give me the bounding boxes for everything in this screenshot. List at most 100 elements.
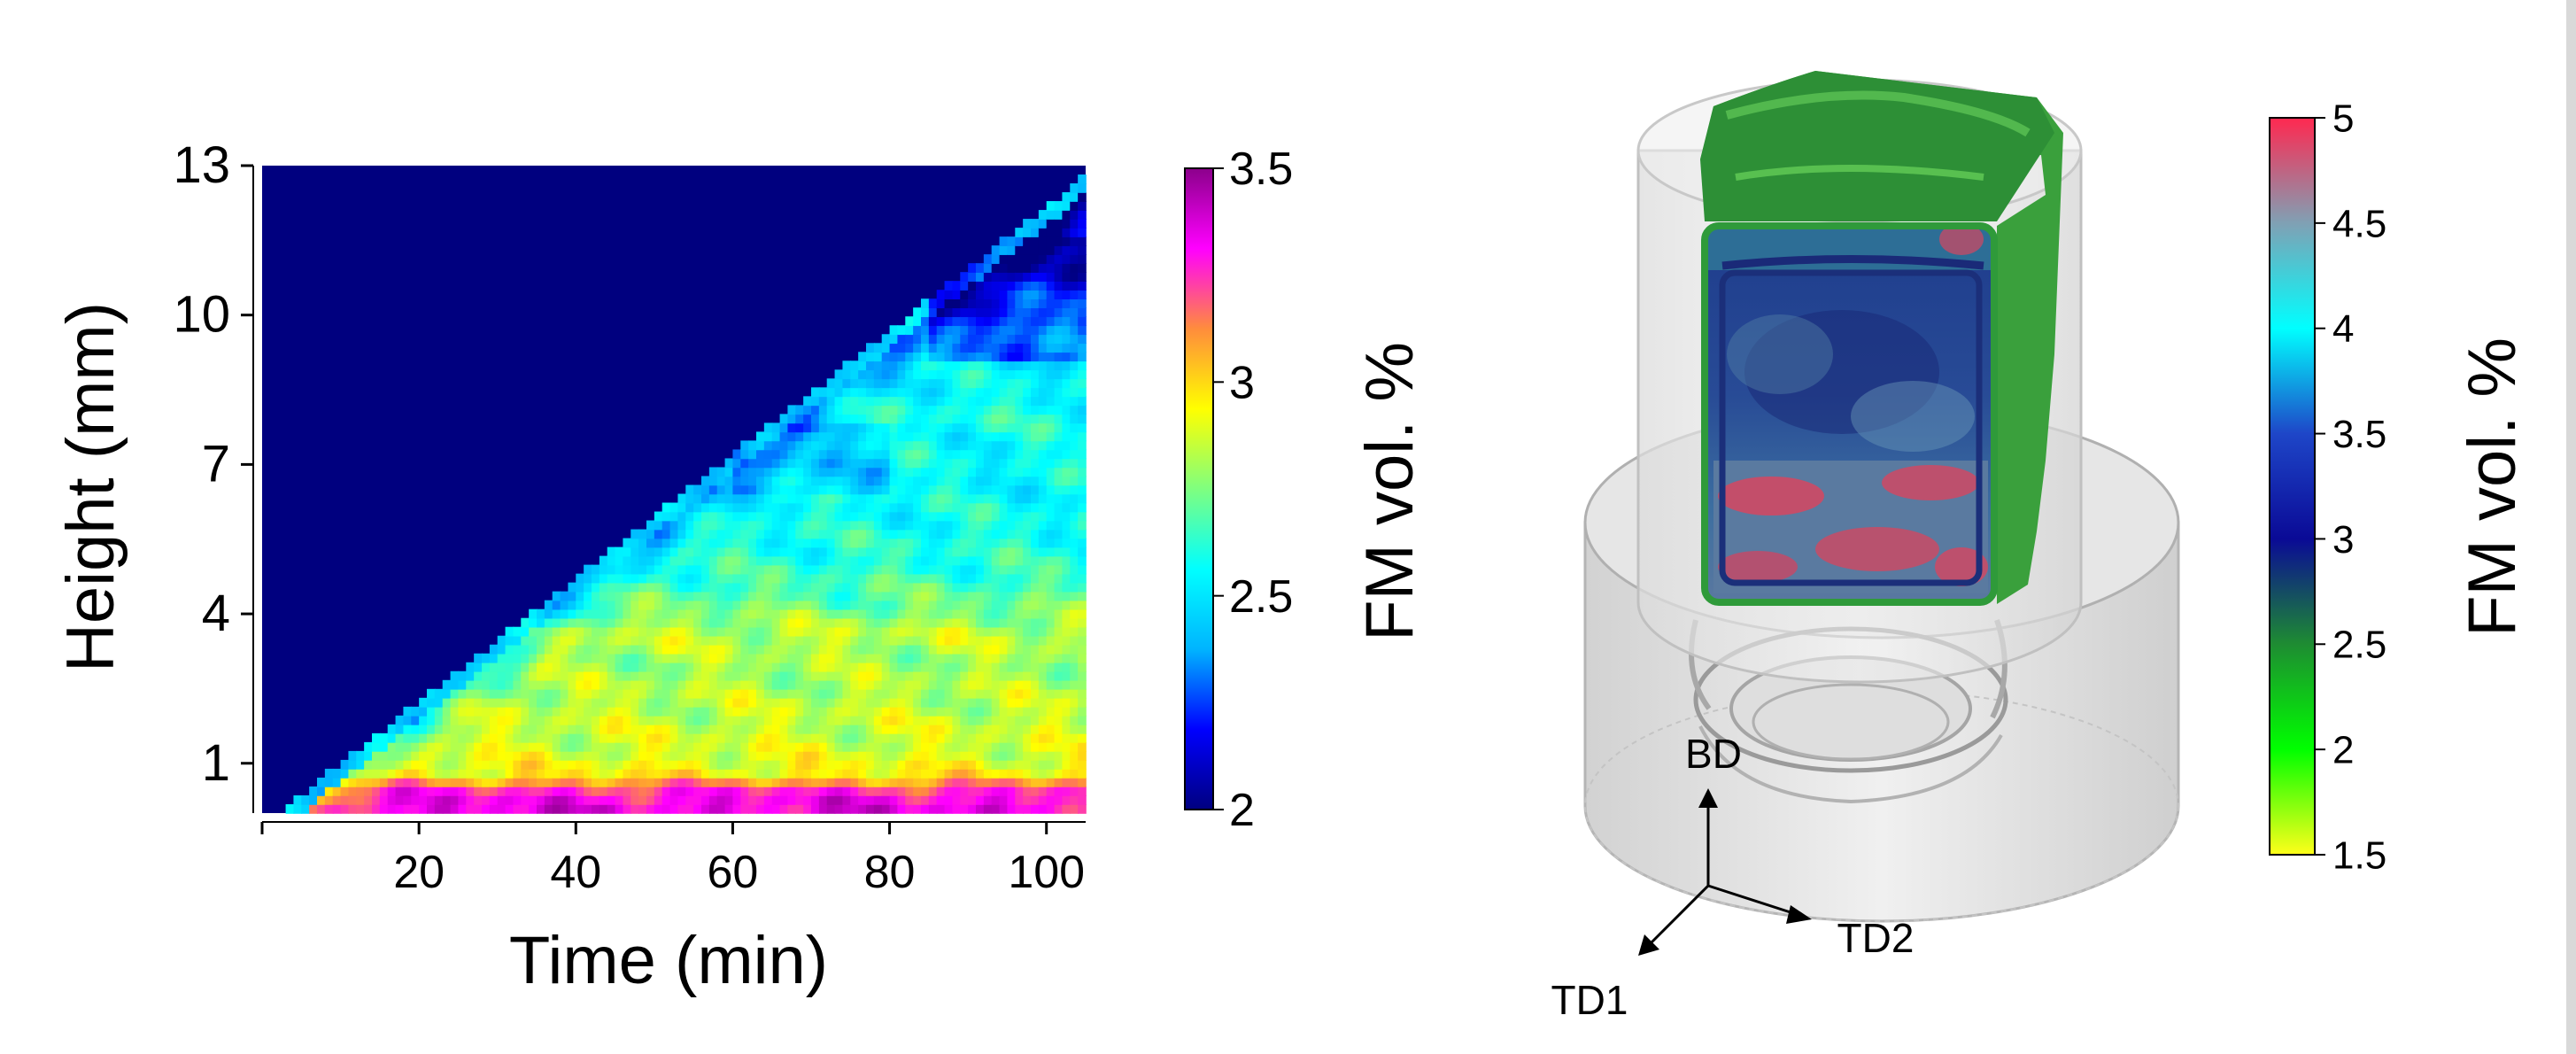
heatmap-cell [771,582,781,593]
heatmap-cell [615,635,624,646]
heatmap-cell [450,706,460,717]
heatmap-cell [592,644,600,655]
heatmap-cell [976,502,985,513]
heatmap-cell [803,511,812,522]
heatmap-cell [403,803,413,814]
heatmap-cell [623,626,632,637]
heatmap-cell [1023,662,1032,672]
heatmap-cell [701,662,710,672]
heatmap-cell [983,546,993,557]
heatmap-cell [771,600,781,610]
heatmap-cell [427,724,436,734]
heatmap-cell [646,653,655,663]
heatmap-cell [811,679,820,690]
heatmap-cell [458,803,468,814]
heatmap-cell [983,600,993,610]
heatmap-cell [1031,546,1040,557]
heatmap-cell [952,750,962,761]
heatmap-cell [1031,316,1040,327]
heatmap-cell [834,626,844,637]
heatmap-cell [654,662,663,672]
heatmap-cell [968,352,977,362]
heatmap-cell [544,600,553,610]
heatmap-cell [748,697,757,708]
heatmap-cell [771,431,781,442]
heatmap-cell [976,493,985,504]
heatmap-cell [1070,467,1079,477]
heatmap-cell [818,679,828,690]
heatmap-cell [1062,343,1071,353]
heatmap-cell [685,564,694,575]
heatmap-cell [818,688,828,699]
heatmap-cell [818,741,828,752]
heatmap-cell [669,617,679,628]
heatmap-cell [983,511,993,522]
heatmap-cell [913,697,922,708]
heatmap-cell [999,662,1009,672]
heatmap-cell [991,617,1001,628]
heatmap-cell [568,653,577,663]
heatmap-cell [779,670,789,681]
heatmap-cell [669,600,679,610]
heatmap-cell [897,653,907,663]
heatmap-cell [756,653,765,663]
heatmap-cell [991,387,1001,398]
heatmap-cell [685,635,694,646]
heatmap-cell [1023,582,1032,593]
heatmap-cell [968,635,977,646]
heatmap-cell [1078,387,1087,398]
heatmap-cell [944,582,954,593]
heatmap-cell [795,653,804,663]
heatmap-cell [576,670,584,681]
heatmap-cell [1062,538,1071,548]
heatmap-cell [795,582,804,593]
heatmap-cell [795,697,804,708]
heatmap-cell [960,786,969,796]
heatmap-cell [732,502,742,513]
heatmap-cell [991,316,1001,327]
heatmap-cell [897,794,907,805]
heatmap-cell [521,786,530,796]
heatmap-cell [693,502,702,513]
heatmap-cell [1054,325,1064,336]
heatmap-cell [1078,688,1087,699]
heatmap-cell [724,520,734,531]
heatmap-cell [427,732,436,743]
heatmap-cell [592,608,600,619]
heatmap-cell [1015,502,1024,513]
heatmap-cell [1062,741,1071,752]
heatmap-cell [818,644,828,655]
heatmap-cell [897,626,907,637]
heatmap-cell [873,777,883,787]
heatmap-cell [913,626,922,637]
heatmap-cell [1007,396,1017,407]
heatmap-cell [1078,228,1087,237]
heatmap-cell [873,706,883,717]
heatmap-cell [521,670,530,681]
heatmap-cell [748,440,757,451]
heatmap-cell [324,786,334,796]
heatmap-cell [1078,360,1087,371]
heatmap-cell [873,458,883,469]
heatmap-cell [552,724,561,734]
heatmap-cell [599,555,608,566]
heatmap-cell [497,715,507,725]
heatmap-cell [803,670,812,681]
heatmap-cell [607,786,616,796]
heatmap-cell [615,794,624,805]
heatmap-cell [419,732,428,743]
heatmap-cell [983,803,993,814]
heatmap-cell [976,564,985,575]
heatmap-cell [921,502,930,513]
heatmap-cell [599,741,608,752]
heatmap-cell [858,794,867,805]
heatmap-cell [952,555,962,566]
heatmap-cell [763,626,773,637]
heatmap-cell [1031,414,1040,424]
heatmap-cell [489,803,499,814]
heatmap-cell [834,750,844,761]
heatmap-cell [858,440,867,451]
heatmap-cell [552,662,561,672]
heatmap-cell [1038,228,1048,237]
heatmap-cell [379,786,389,796]
